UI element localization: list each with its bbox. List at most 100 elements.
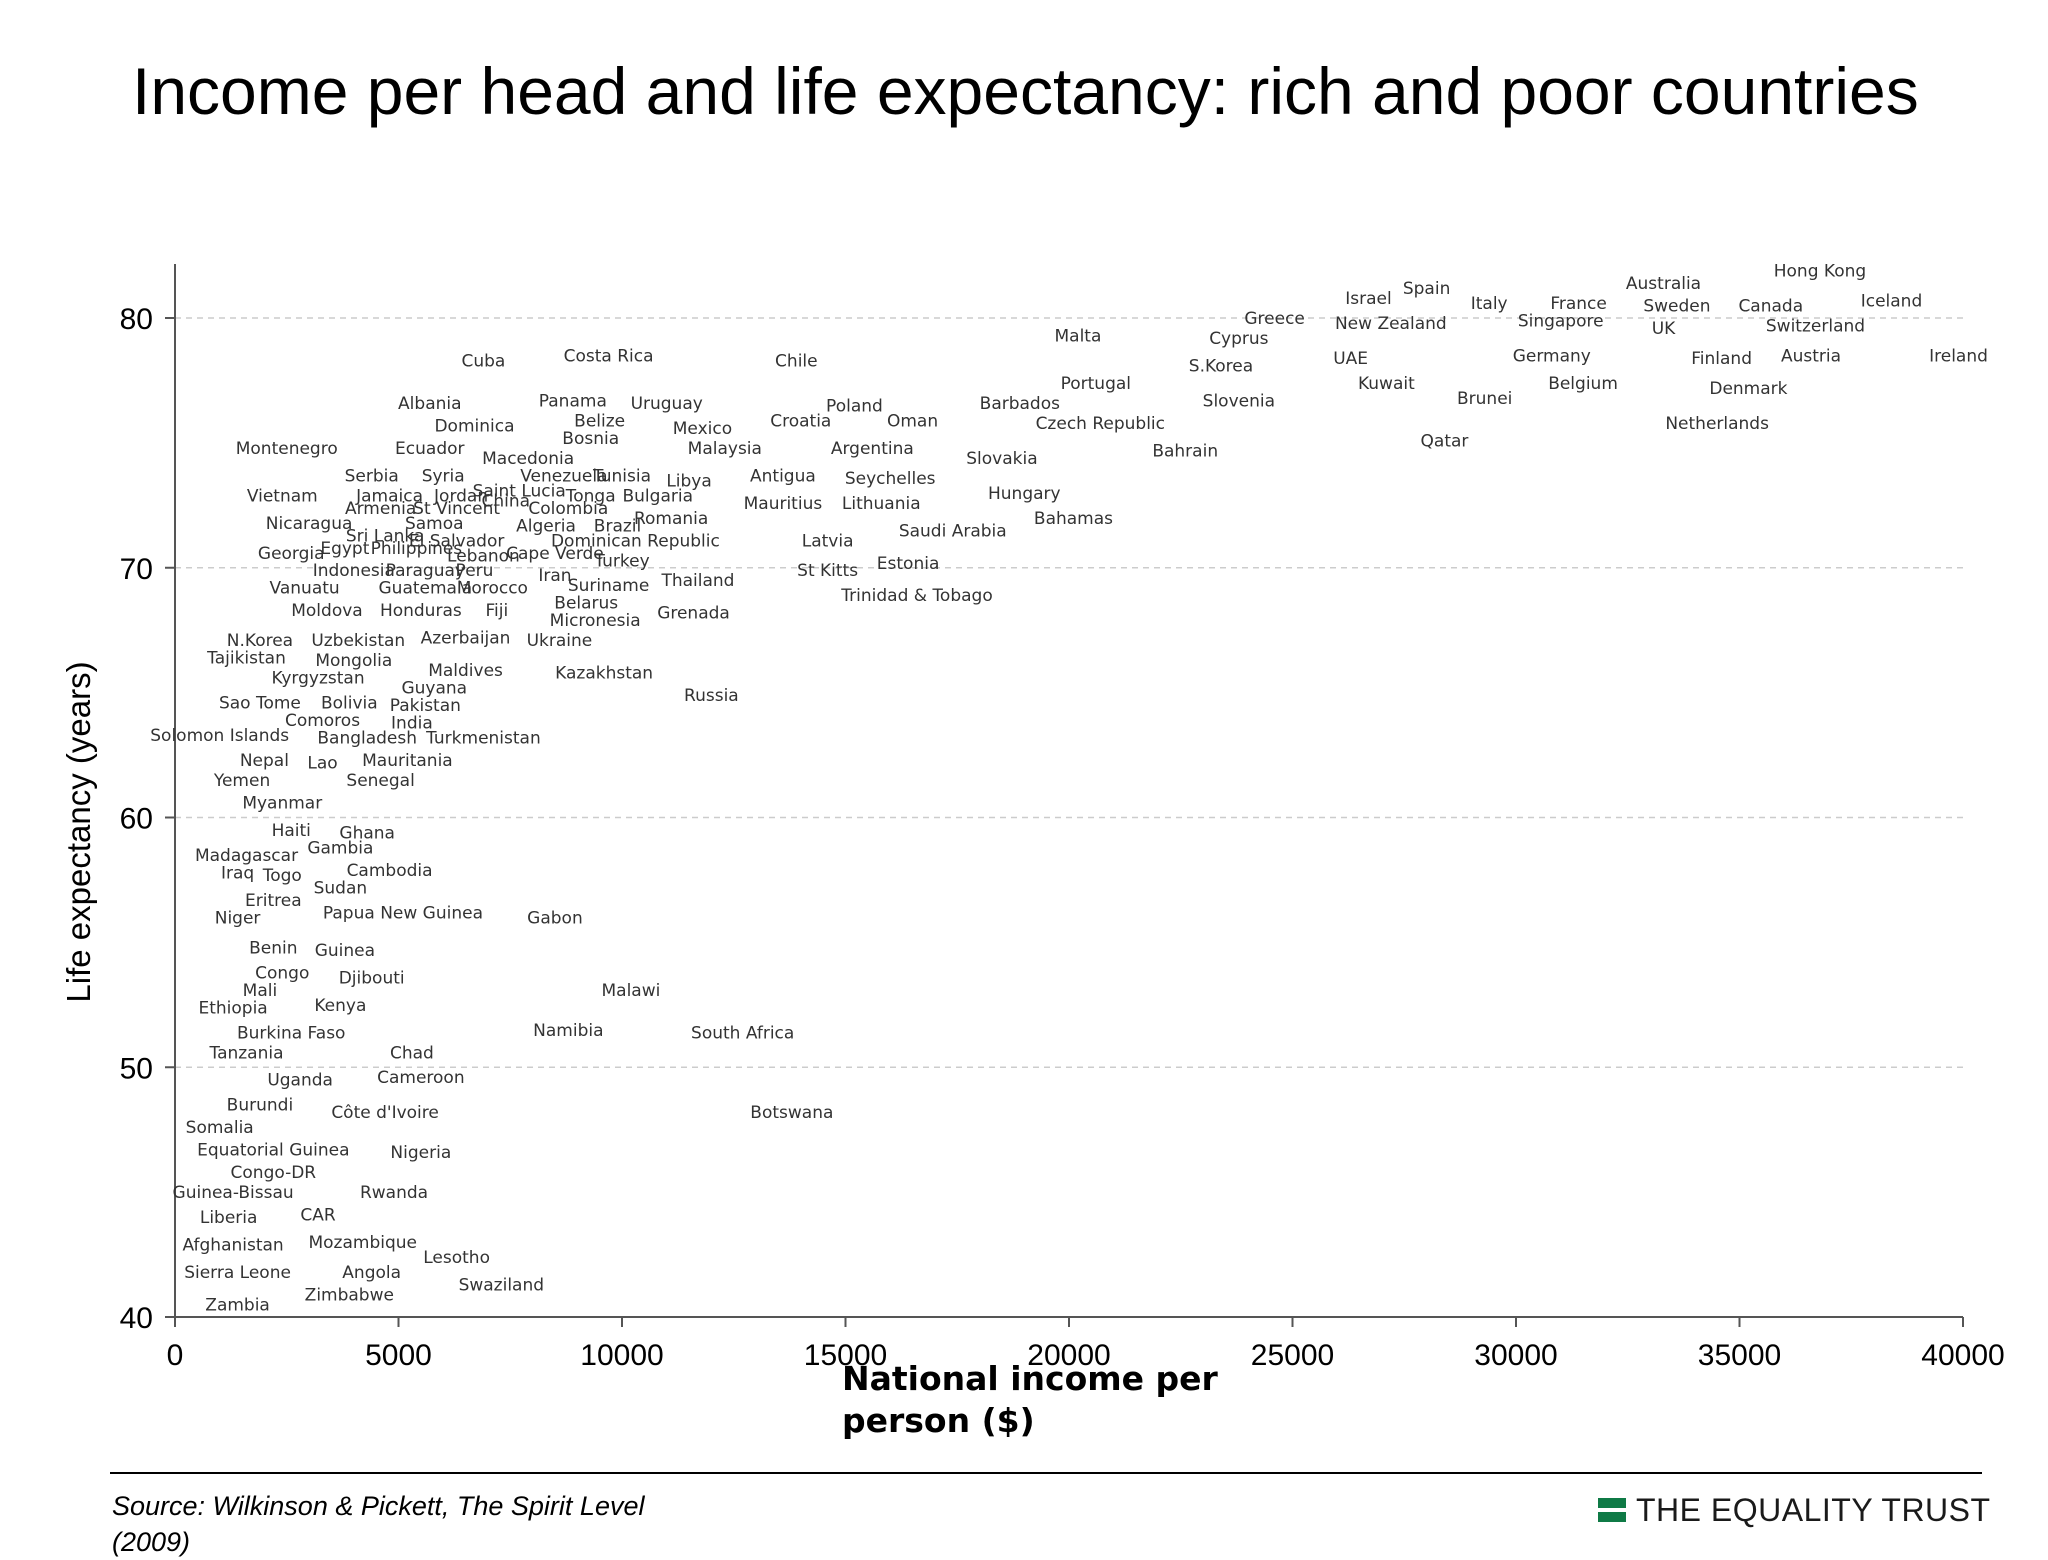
country-label: Turkey <box>593 551 649 571</box>
y-tick-label: 40 <box>120 1302 153 1335</box>
y-axis-ticks: 40 50 60 70 80 <box>120 303 175 1335</box>
country-label: Thailand <box>660 571 734 591</box>
country-label: Finland <box>1691 349 1752 369</box>
country-label: Ecuador <box>395 439 464 459</box>
country-label: South Africa <box>691 1023 794 1043</box>
country-label: Macedonia <box>482 449 574 469</box>
x-tick-label: 5000 <box>365 1339 432 1372</box>
country-label: Israel <box>1345 289 1391 309</box>
equality-trust-logo-icon <box>1598 1498 1626 1522</box>
country-label: Costa Rica <box>564 346 654 366</box>
country-labels: Hong Kong Iceland Australia Spain Israel Ital… <box>150 262 1988 1316</box>
country-label: Myanmar <box>242 794 322 814</box>
country-label: Bulgaria <box>623 486 694 506</box>
country-label: Uruguay <box>631 394 703 414</box>
country-label: Micronesia <box>550 611 641 631</box>
country-label: Bangladesh <box>317 729 417 749</box>
country-label: Belarus <box>554 594 618 614</box>
country-label: Latvia <box>802 531 854 551</box>
country-label: Belize <box>574 411 625 431</box>
country-label: Portugal <box>1061 374 1131 394</box>
country-label: Bolivia <box>321 694 378 714</box>
country-label: Suriname <box>568 576 650 596</box>
country-label: Cambodia <box>347 861 433 881</box>
country-label: Togo <box>262 866 302 886</box>
country-label: Madagascar <box>195 846 298 866</box>
country-label: Haiti <box>272 821 311 841</box>
country-label: Djibouti <box>339 968 405 988</box>
country-label: Mongolia <box>315 651 392 671</box>
country-label: Spain <box>1403 279 1451 299</box>
country-label: Oman <box>887 411 938 431</box>
country-label: Serbia <box>345 466 399 486</box>
country-label: UAE <box>1333 349 1368 369</box>
country-label: Gabon <box>527 908 583 928</box>
country-label: Liberia <box>200 1208 258 1228</box>
country-label: Hong Kong <box>1774 262 1866 282</box>
country-label: Comoros <box>285 711 360 731</box>
country-label: St Vincent <box>413 499 500 519</box>
country-label: Greece <box>1244 309 1305 329</box>
country-label: Germany <box>1513 346 1591 366</box>
country-label: Senegal <box>346 771 414 791</box>
country-label: Slovenia <box>1203 391 1275 411</box>
country-label: N.Korea <box>227 631 293 651</box>
country-label: Uzbekistan <box>311 631 405 651</box>
country-label: Lao <box>307 754 337 774</box>
country-label: Mozambique <box>308 1233 417 1253</box>
country-label: Armenia <box>345 499 416 519</box>
country-label: Gambia <box>307 838 373 858</box>
country-label: Qatar <box>1421 431 1469 451</box>
country-label: Burkina Faso <box>237 1023 345 1043</box>
country-label: Libya <box>666 471 711 491</box>
country-label: Papua New Guinea <box>323 903 483 923</box>
country-label: Zambia <box>205 1296 270 1316</box>
country-label: Cuba <box>462 351 506 371</box>
country-label: Brunei <box>1457 389 1512 409</box>
country-label: Ukraine <box>527 631 593 651</box>
country-label: Bahamas <box>1034 509 1113 529</box>
country-label: Colombia <box>528 499 608 519</box>
country-label: Dominica <box>434 416 514 436</box>
country-label: Congo-DR <box>231 1163 317 1183</box>
country-label: Lesotho <box>423 1248 490 1268</box>
country-label: Albania <box>398 394 461 414</box>
country-label: Bahrain <box>1152 441 1218 461</box>
country-label: Nigeria <box>390 1143 451 1163</box>
country-label: Moldova <box>291 601 362 621</box>
country-label: Iraq <box>221 863 254 883</box>
chart-title: Income per head and life expectancy: ric… <box>132 54 1919 128</box>
country-label: Australia <box>1626 274 1701 294</box>
x-tick-label: 20000 <box>1027 1339 1110 1372</box>
country-label: Czech Republic <box>1036 414 1165 434</box>
country-label: Pakistan <box>390 696 461 716</box>
country-label: Romania <box>634 509 708 529</box>
country-label: Brazil <box>594 516 641 536</box>
country-label: Ireland <box>1929 346 1988 366</box>
country-label: Fiji <box>485 601 508 621</box>
country-label: Saint Lucia <box>473 481 566 501</box>
country-label: Somalia <box>186 1118 254 1138</box>
country-label: Mexico <box>673 419 732 439</box>
country-label: Afghanistan <box>183 1236 284 1256</box>
country-label: Benin <box>249 938 297 958</box>
country-label: Rwanda <box>360 1183 428 1203</box>
country-label: Chile <box>775 351 818 371</box>
country-label: Argentina <box>831 439 914 459</box>
country-label: Niger <box>215 908 261 928</box>
country-label: Malaysia <box>688 439 762 459</box>
country-label: Hungary <box>988 484 1061 504</box>
country-label: Croatia <box>770 411 831 431</box>
country-label: Egypt <box>320 539 369 559</box>
country-label: Morocco <box>457 579 528 599</box>
country-label: Montenegro <box>236 439 338 459</box>
country-label: Turkmenistan <box>425 729 541 749</box>
y-tick-label: 60 <box>120 803 153 836</box>
country-label: Mali <box>243 981 278 1001</box>
country-label: Antigua <box>750 466 816 486</box>
country-label: Panama <box>539 391 607 411</box>
country-label: Malta <box>1054 326 1101 346</box>
country-label: Algeria <box>516 516 576 536</box>
country-label: Iran <box>538 566 571 586</box>
country-label: Trinidad & Tobago <box>840 586 992 606</box>
